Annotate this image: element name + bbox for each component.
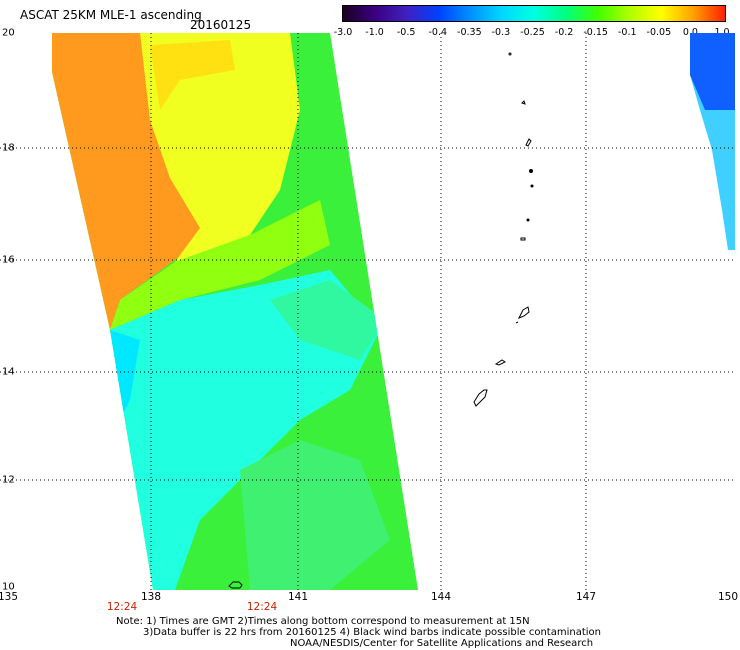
colorbar-label: -0.4 [428,27,448,38]
note-line: 3)Data buffer is 22 hrs from 20160125 4)… [143,627,601,638]
colorbar-label: -0.35 [457,27,482,38]
note-line: Note: 1) Times are GMT 2)Times along bot… [116,616,530,627]
lon-tick: 141 [287,591,309,603]
lat-tick: 10 [2,581,15,593]
note-line: NOAA/NESDIS/Center for Satellite Applica… [290,638,594,649]
time-label: 12:24 [246,601,278,613]
colorbar-label: -3.0 [333,27,353,38]
orange-region [52,33,210,330]
colorbar-label: -0.25 [520,27,545,38]
islands [228,52,534,589]
colorbar-label: 1.0 [714,27,730,38]
lon-tick: 135 [0,591,19,603]
map-date: 20160125 [190,18,252,32]
lat-tick: 18 [2,142,15,154]
time-label: 12:24 [106,601,138,613]
lat-tick: 14 [2,366,15,378]
cyan-region [110,270,380,590]
colorbar-label: -0.15 [583,27,608,38]
lon-tick: 144 [430,591,452,603]
lat-tick: 20 [2,27,15,39]
colorbar-label: -0.05 [646,27,672,38]
lon-tick: 138 [140,591,162,603]
colorbar-label: -0.3 [491,27,511,38]
colorbar-label: -0.1 [617,27,637,38]
map-title: ASCAT 25KM MLE-1 ascending [20,8,202,22]
colorbar-label: -1.0 [365,27,384,38]
lat-tick: 16 [2,254,15,266]
colorbar-label: 0.0 [682,27,698,38]
grid-lines [0,33,735,590]
colorbar [342,5,726,22]
colorbar-label: -0.2 [554,27,574,38]
lat-tick: 12 [2,474,15,486]
lon-tick: 147 [575,591,597,603]
colorbar-label: -0.5 [396,27,416,38]
lon-tick: 150 [717,591,739,603]
